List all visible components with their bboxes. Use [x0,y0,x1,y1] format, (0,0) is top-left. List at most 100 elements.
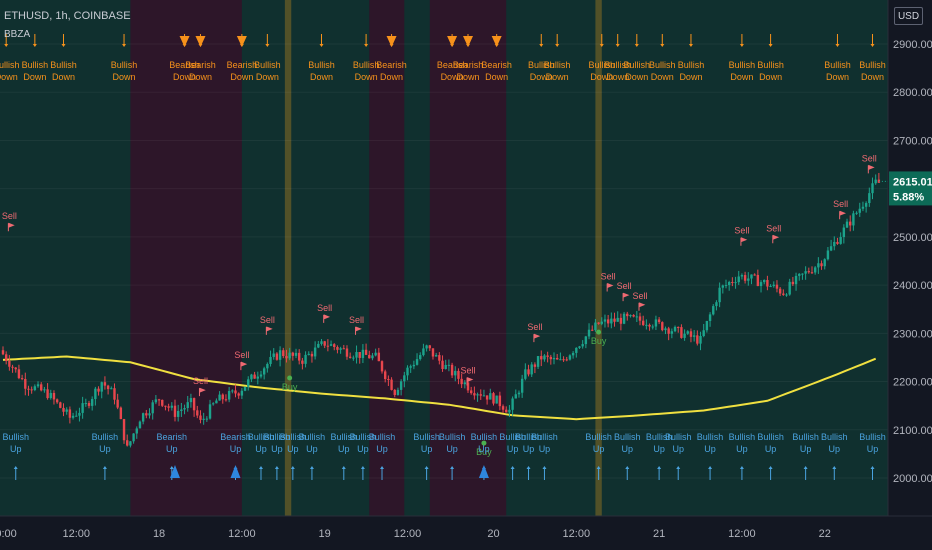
candle-body [600,321,603,324]
top-signal: Bullish Down [624,34,650,82]
candle-body [342,348,345,350]
candle-body [17,369,21,379]
arrow-down-icon [835,44,840,47]
top-signal: Bullish Down [254,34,281,82]
candle-body [129,441,132,446]
top-signal: Bullish Down [528,34,555,82]
candle-body [763,279,766,283]
candle-body [189,398,193,403]
top-signal: Bullish Down [859,34,886,82]
candle-body [438,355,441,361]
price-tick-label: 2400.00 [893,280,932,292]
sell-flag-icon [533,333,541,343]
candle-body [689,331,693,337]
currency-button[interactable]: USD [894,7,923,25]
candle-body [606,319,610,324]
sell-signal: Sell [317,303,332,323]
bear-zone [130,0,242,516]
top-label-line1: Bullish [544,60,571,70]
sell-flag-icon [839,210,847,220]
price-tick-label: 2900.00 [893,39,932,51]
bottom-signal: Bullish Up [757,432,784,480]
top-label-line1: Bullish [859,60,886,70]
candle-body [237,393,240,396]
time-tick-label: 19 [319,528,331,540]
candle-body [278,350,282,360]
candle-body [794,275,798,285]
candle-body [734,282,737,284]
candle-body [836,241,839,244]
arrow-up-icon [290,466,295,469]
candle-body [33,386,37,391]
candle-body [855,212,858,214]
top-label-line1: Bearish [481,60,512,70]
arrow-up-icon [169,466,174,469]
sell-signal: Sell [833,199,848,220]
bottom-label-line1: Bullish [280,432,307,442]
candle-body [871,183,874,194]
candle-body [393,389,396,395]
candle-body [667,328,670,334]
candle-body [431,348,435,357]
candle-body [36,384,40,387]
candle-body [501,406,505,410]
bottom-label-line2: Up [867,444,879,454]
candle-body [584,336,588,345]
arrow-up-icon [258,466,263,469]
buy-label: Buy [591,336,607,346]
candle-body [466,382,470,391]
candle-body [683,333,686,338]
candles [1,172,881,448]
candle-body [132,433,135,442]
candle-body [810,272,814,274]
candle-body [243,386,247,391]
candle-body [626,313,629,317]
candle-body [441,360,444,370]
bottom-signal: Bullish Up [729,432,755,480]
arrow-down-icon [319,44,324,47]
candle-body [78,412,81,416]
candle-body [648,324,651,327]
candle-body [8,360,11,367]
arrow-up-icon [526,466,531,469]
candle-body [479,394,482,396]
candle-body [256,376,259,379]
time-tick-label: 12:00 [228,528,256,540]
bottom-label-line1: Bullish [2,432,29,442]
candle-body [852,213,855,226]
candle-body [141,413,145,422]
bottom-label-line1: Bullish [248,432,275,442]
price-tick-label: 2700.00 [893,135,932,147]
candle-body [670,331,674,334]
candle-body [358,352,361,358]
top-label-line1: Bearish [453,60,484,70]
sell-label: Sell [833,199,848,209]
candle-body [199,415,202,420]
candle-body [654,319,658,327]
candle-body [110,388,113,390]
sell-label: Sell [317,303,332,313]
moving-average [2,355,877,421]
price-tick-label: 2000.00 [893,473,932,485]
candle-body [428,345,431,349]
orange-triangle-icon [491,36,502,47]
top-label-line2: Down [826,72,849,82]
top-label-line2: Down [113,72,136,82]
candle-body [288,352,291,359]
sell-flag-icon [240,361,248,371]
bottom-label-line2: Up [99,444,111,454]
arrow-up-icon [424,466,429,469]
candle-body [747,278,750,281]
bottom-label-line1: Bullish [264,432,291,442]
bottom-label-line1: Bullish [859,432,886,442]
bottom-label-line1: Bullish [792,432,819,442]
top-label-line1: Bearish [376,60,407,70]
candle-body [384,371,387,380]
arrow-down-icon [688,44,693,47]
candle-body [43,389,46,391]
top-signal: Bullish Down [308,34,335,82]
bottom-signal: Bullish Up [697,432,723,480]
symbol-title: ETHUSD, 1h, COINBASE [4,10,131,22]
bottom-label-line2: Up [10,444,22,454]
